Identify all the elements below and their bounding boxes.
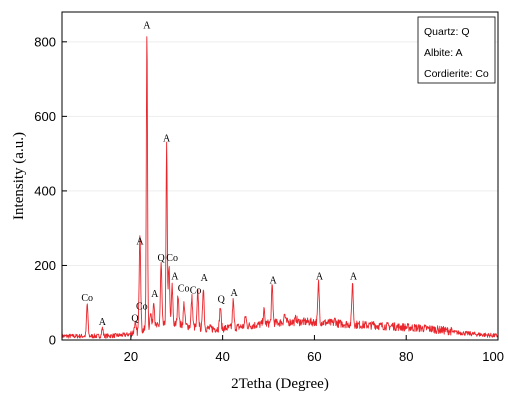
x-tick-label: 100	[482, 349, 504, 364]
y-tick-label: 800	[34, 34, 56, 49]
x-axis-title: 2Tetha (Degree)	[231, 376, 329, 392]
peak-label: A	[201, 273, 209, 284]
peak-label: A	[350, 272, 358, 283]
y-axis-ticks: 0 200 400 600 800	[34, 34, 67, 348]
legend-entry-cordierite: Cordierite: Co	[424, 68, 489, 80]
peak-label: Q	[218, 295, 226, 306]
legend: Quartz: Q Albite: A Cordierite: Co	[417, 16, 496, 84]
y-tick-label: 0	[49, 333, 56, 348]
peak-label: A	[269, 275, 277, 286]
peak-label: Q	[131, 313, 139, 324]
peak-label: A	[316, 272, 324, 283]
y-tick-label: 600	[34, 109, 56, 124]
peak-label: A	[163, 134, 171, 145]
x-tick-label: 80	[399, 349, 413, 364]
peak-label: Co	[166, 253, 178, 264]
xrd-series-line	[61, 36, 499, 339]
legend-entry-albite: Albite: A	[424, 47, 463, 59]
y-tick-label: 400	[34, 183, 56, 198]
peak-label: A	[171, 272, 179, 283]
peak-label: Co	[190, 285, 202, 296]
plot-frame	[61, 11, 499, 341]
peak-label: A	[230, 288, 238, 299]
legend-entry-quartz: Quartz: Q	[424, 26, 470, 38]
peak-label: A	[99, 317, 107, 328]
y-axis-title: Intensity (a.u.)	[11, 132, 27, 220]
peak-label: A	[143, 20, 151, 31]
peak-label: Co	[178, 284, 190, 295]
x-tick-label: 60	[307, 349, 321, 364]
x-tick-label: 40	[215, 349, 229, 364]
peak-label: Q	[158, 253, 166, 264]
x-axis-ticks: 20 40 60 80 100	[124, 335, 504, 364]
legend-box	[417, 16, 496, 84]
x-tick-label: 20	[124, 349, 138, 364]
y-tick-label: 200	[34, 258, 56, 273]
peak-label: A	[151, 289, 159, 300]
peak-label: Co	[136, 301, 148, 312]
peak-label: A	[136, 237, 144, 248]
peak-label: Co	[81, 293, 93, 304]
